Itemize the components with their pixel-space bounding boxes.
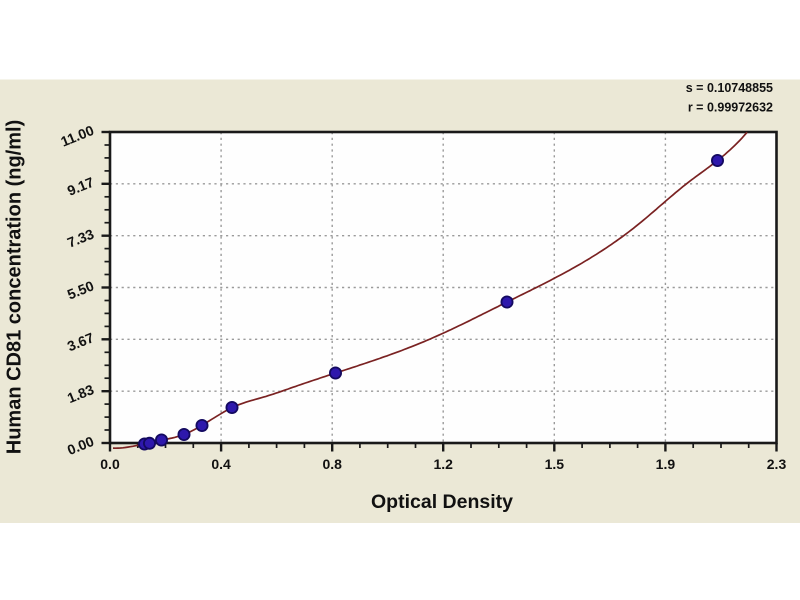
svg-text:s = 0.10748855: s = 0.10748855 [686, 81, 773, 95]
svg-text:0.4: 0.4 [211, 456, 231, 472]
svg-text:0.0: 0.0 [100, 456, 120, 472]
svg-text:Optical Density: Optical Density [371, 491, 513, 513]
svg-text:1.9: 1.9 [656, 456, 676, 472]
svg-text:r = 0.99972632: r = 0.99972632 [688, 101, 773, 115]
svg-text:Human CD81 concentration (ng/m: Human CD81 concentration (ng/ml) [4, 120, 26, 454]
svg-text:1.2: 1.2 [433, 456, 453, 472]
svg-text:2.3: 2.3 [767, 456, 787, 472]
svg-text:0.8: 0.8 [322, 456, 342, 472]
svg-text:1.5: 1.5 [545, 456, 565, 472]
